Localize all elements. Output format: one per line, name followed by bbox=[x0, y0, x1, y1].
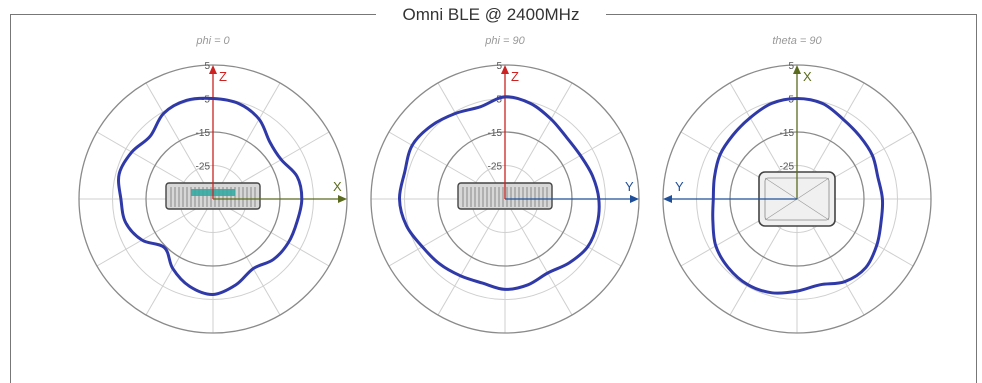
axis-arrow bbox=[501, 65, 509, 74]
tick-label: -25 bbox=[196, 162, 211, 173]
axis-arrow bbox=[793, 65, 801, 74]
axis-label: Y bbox=[675, 179, 684, 194]
tick-label: 5 bbox=[788, 61, 794, 72]
axis-label: Y bbox=[625, 179, 634, 194]
tick-label: -25 bbox=[780, 162, 795, 173]
pattern-series-line bbox=[711, 97, 885, 295]
axis-label: Z bbox=[511, 69, 519, 84]
axis-arrow bbox=[630, 195, 639, 203]
tick-label: -15 bbox=[488, 128, 503, 139]
axis-label: Z bbox=[219, 69, 227, 84]
tick-label: -5 bbox=[201, 95, 210, 106]
chart-title: theta = 90 bbox=[772, 35, 822, 47]
tick-label: -15 bbox=[196, 128, 211, 139]
pattern-series-line bbox=[397, 95, 601, 291]
polar-chart-phi-0: phi = 0 5 -5 -15 -25 Z X bbox=[78, 35, 348, 334]
tick-label: -15 bbox=[780, 128, 795, 139]
chart-title: phi = 0 bbox=[195, 35, 230, 47]
pattern-series-line bbox=[117, 96, 304, 297]
axis-label: X bbox=[803, 69, 812, 84]
figure-title: Omni BLE @ 2400MHz bbox=[376, 3, 606, 27]
axis-arrow bbox=[209, 65, 217, 74]
axis-arrow bbox=[338, 195, 347, 203]
tick-label: 5 bbox=[204, 61, 210, 72]
tick-label: 5 bbox=[496, 61, 502, 72]
tick-label: -25 bbox=[488, 162, 503, 173]
chart-title: phi = 90 bbox=[484, 35, 525, 47]
axis-arrow bbox=[663, 195, 672, 203]
axis-label: X bbox=[333, 179, 342, 194]
